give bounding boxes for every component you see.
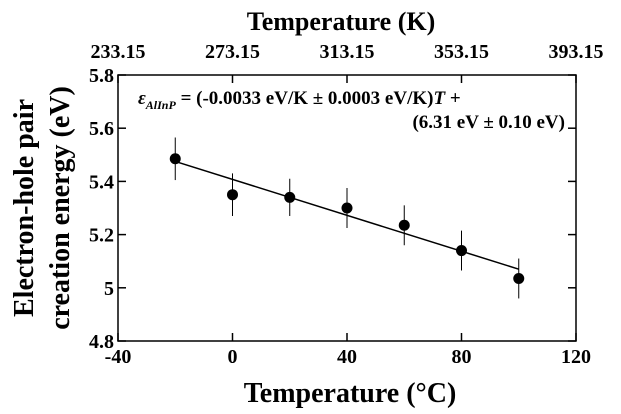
data-point (284, 191, 296, 203)
top-tick-label: 393.15 (549, 41, 604, 63)
x-axis-title: Temperature (°C) (244, 378, 457, 409)
data-point (513, 272, 525, 284)
y-tick-label: 5.4 (89, 171, 114, 193)
top-tick-label: 273.15 (205, 41, 260, 63)
data-point (169, 153, 181, 165)
x-tick-label: 0 (228, 346, 238, 368)
y-axis-title-line1: Electron-hole pair (9, 99, 40, 317)
top-tick-label: 313.15 (320, 41, 375, 63)
top-axis-title: Temperature (K) (247, 7, 435, 36)
y-tick-label: 5.2 (89, 225, 114, 247)
top-tick-label: 233.15 (91, 41, 146, 63)
data-point (341, 202, 353, 214)
y-tick-label: 5.6 (89, 118, 114, 140)
top-tick-label: 353.15 (434, 41, 489, 63)
fit-equation-line1: εAlInP = (-0.0033 eV/K ± 0.0003 eV/K)T + (138, 88, 461, 112)
data-point (398, 219, 410, 231)
y-tick-label: 4.8 (89, 331, 114, 353)
y-tick-label: 5.8 (89, 65, 114, 87)
x-tick-label: 120 (561, 346, 591, 368)
data-point (227, 189, 238, 201)
x-tick-label: 40 (337, 346, 357, 368)
x-tick-label: -40 (105, 346, 132, 368)
y-axis-title-line2: creation energy (eV) (45, 86, 76, 330)
x-tick-label: 80 (452, 346, 472, 368)
fit-equation-line2: (6.31 eV ± 0.10 eV) (412, 112, 565, 133)
y-tick-label: 5 (104, 278, 114, 300)
data-point (456, 245, 467, 257)
